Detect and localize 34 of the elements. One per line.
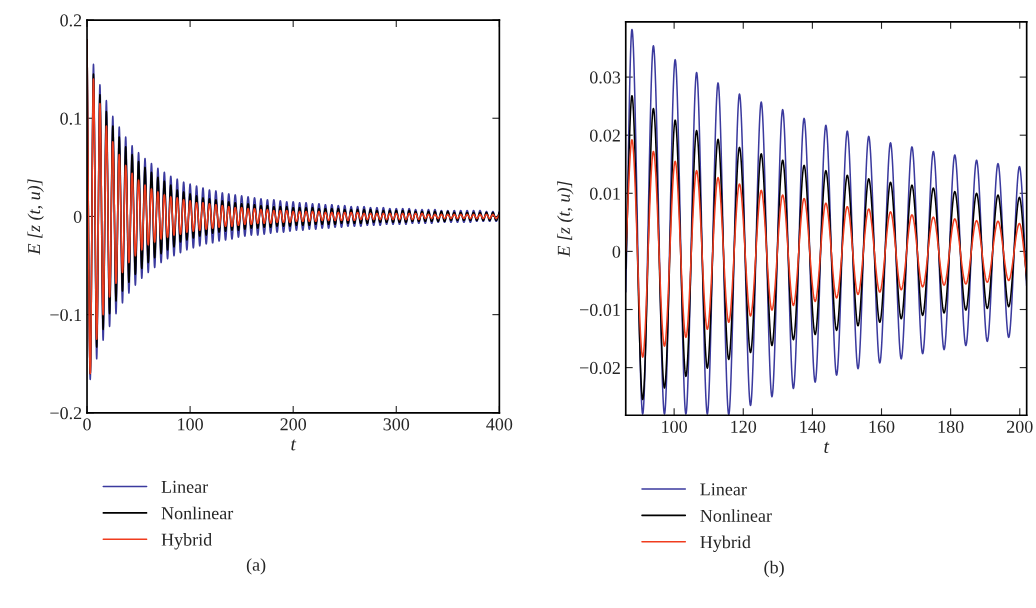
legend-label: Hybrid bbox=[161, 533, 212, 550]
x-tick-label: 160 bbox=[869, 420, 895, 433]
text: (a) bbox=[246, 558, 266, 575]
y-tick-label: 0.03 bbox=[589, 71, 621, 84]
y-tick-label: −0.01 bbox=[580, 303, 620, 317]
x-tick-label: 100 bbox=[178, 418, 203, 431]
x-tick-label: 200 bbox=[280, 418, 307, 431]
x-tick-label: 180 bbox=[938, 420, 964, 433]
x-tick-label: 300 bbox=[383, 418, 410, 431]
legend-label: Linear bbox=[700, 483, 747, 496]
y-axis-title: E [z (t, u)] bbox=[557, 181, 574, 257]
x-axis-title: t bbox=[291, 439, 297, 451]
y-tick-label: −0.2 bbox=[50, 407, 82, 420]
y-tick-label: 0.02 bbox=[589, 129, 620, 142]
y-axis-title: E [z (t, u)] bbox=[27, 179, 44, 255]
y-tick-label: −0.02 bbox=[580, 361, 620, 375]
x-tick-label: 400 bbox=[486, 418, 513, 431]
x-tick-label: 0 bbox=[83, 418, 91, 431]
y-tick-label: 0.1 bbox=[60, 112, 82, 125]
y-tick-label: 0.2 bbox=[60, 14, 82, 27]
y-tick-label: −0.1 bbox=[50, 308, 82, 322]
x-tick-label: 120 bbox=[731, 420, 757, 433]
legend-label: Hybrid bbox=[700, 535, 751, 553]
y-tick-label: 0 bbox=[73, 210, 82, 223]
x-axis-title: t bbox=[824, 441, 830, 453]
x-tick-label: 200 bbox=[1007, 420, 1033, 433]
legend-label: Linear bbox=[161, 480, 209, 493]
text: (b) bbox=[764, 560, 784, 578]
legend-label: Nonlinear bbox=[700, 509, 772, 522]
legend-label: Nonlinear bbox=[161, 506, 234, 520]
y-tick-label: 0 bbox=[612, 245, 621, 258]
x-tick-label: 100 bbox=[662, 420, 687, 433]
x-tick-label: 140 bbox=[800, 420, 826, 433]
y-tick-label: 0.01 bbox=[589, 187, 620, 200]
